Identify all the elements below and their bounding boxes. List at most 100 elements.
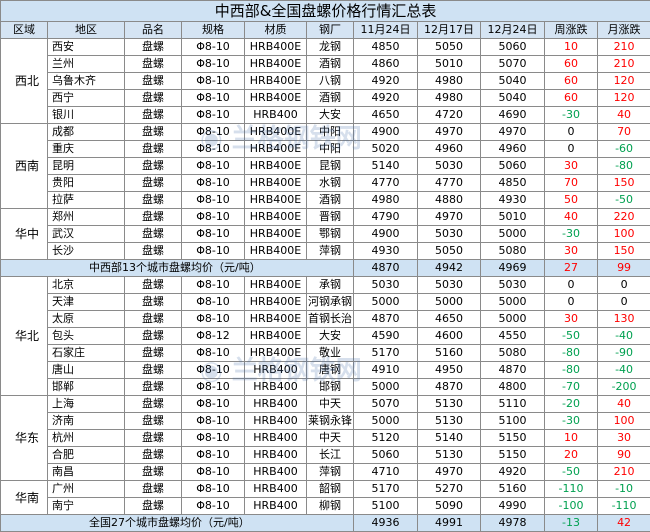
week-change-cell: 30 (545, 243, 598, 260)
grade-cell: HRB400E (245, 345, 307, 362)
week-change-cell: 10 (545, 39, 598, 56)
avg-price-nov24: 4870 (354, 260, 418, 277)
mill-cell: 中天 (307, 430, 354, 447)
product-cell: 盘螺 (125, 192, 182, 209)
month-change-cell: 220 (598, 209, 650, 226)
price-dec17-cell: 4970 (418, 124, 481, 141)
region-cell: 华中 (1, 209, 48, 260)
mill-cell: 河钢承钢 (307, 294, 354, 311)
mill-cell: 酒钢 (307, 90, 354, 107)
mill-cell: 中阳 (307, 124, 354, 141)
product-cell: 盘螺 (125, 124, 182, 141)
city-cell: 南昌 (48, 464, 125, 481)
price-dec17-cell: 4770 (418, 175, 481, 192)
price-dec17-cell: 5010 (418, 56, 481, 73)
city-cell: 邯郸 (48, 379, 125, 396)
column-header: 材质 (245, 22, 307, 39)
price-nov24-cell: 4590 (354, 328, 418, 345)
city-cell: 重庆 (48, 141, 125, 158)
week-change-cell: 40 (545, 209, 598, 226)
week-change-cell: 0 (545, 124, 598, 141)
spec-cell: Φ8-10 (182, 481, 245, 498)
grade-cell: HRB400E (245, 243, 307, 260)
month-change-cell: -10 (598, 481, 650, 498)
product-cell: 盘螺 (125, 209, 182, 226)
mill-cell: 莱钢永锋 (307, 413, 354, 430)
product-cell: 盘螺 (125, 430, 182, 447)
city-cell: 上海 (48, 396, 125, 413)
column-header: 区域 (1, 22, 48, 39)
week-change-cell: -30 (545, 413, 598, 430)
title-row: 中西部&全国盘螺价格行情汇总表 (1, 1, 650, 22)
product-cell: 盘螺 (125, 464, 182, 481)
price-dec17-cell: 4970 (418, 464, 481, 481)
price-nov24-cell: 4900 (354, 124, 418, 141)
city-cell: 武汉 (48, 226, 125, 243)
week-change-cell: 60 (545, 56, 598, 73)
region-cell: 华北 (1, 277, 48, 396)
product-cell: 盘螺 (125, 294, 182, 311)
price-dec24-cell: 5080 (481, 345, 545, 362)
grade-cell: HRB400E (245, 39, 307, 56)
spec-cell: Φ8-12 (182, 328, 245, 345)
price-dec24-cell: 4920 (481, 464, 545, 481)
grade-cell: HRB400E (245, 226, 307, 243)
price-dec17-cell: 4600 (418, 328, 481, 345)
price-dec24-cell: 5030 (481, 277, 545, 294)
price-nov24-cell: 5100 (354, 498, 418, 515)
month-change-cell: -50 (598, 192, 650, 209)
month-change-cell: -110 (598, 498, 650, 515)
product-cell: 盘螺 (125, 90, 182, 107)
week-change-cell: 30 (545, 311, 598, 328)
spec-cell: Φ8-10 (182, 413, 245, 430)
week-change-cell: 30 (545, 158, 598, 175)
price-nov24-cell: 5000 (354, 379, 418, 396)
mill-cell: 鄂钢 (307, 226, 354, 243)
region-cell: 西南 (1, 124, 48, 209)
month-change-cell: -40 (598, 328, 650, 345)
price-nov24-cell: 4790 (354, 209, 418, 226)
price-dec17-cell: 4980 (418, 73, 481, 90)
mill-cell: 萍钢 (307, 464, 354, 481)
column-header: 11月24日 (354, 22, 418, 39)
grade-cell: HRB400E (245, 311, 307, 328)
month-change-cell: -60 (598, 141, 650, 158)
avg-week-change: -13 (545, 515, 598, 532)
price-nov24-cell: 4930 (354, 243, 418, 260)
product-cell: 盘螺 (125, 396, 182, 413)
week-change-cell: -20 (545, 396, 598, 413)
column-header: 品名 (125, 22, 182, 39)
price-dec24-cell: 5060 (481, 39, 545, 56)
product-cell: 盘螺 (125, 175, 182, 192)
spec-cell: Φ8-10 (182, 90, 245, 107)
city-cell: 兰州 (48, 56, 125, 73)
week-change-cell: 60 (545, 73, 598, 90)
price-dec24-cell: 5100 (481, 413, 545, 430)
price-nov24-cell: 5060 (354, 447, 418, 464)
grade-cell: HRB400 (245, 447, 307, 464)
price-dec17-cell: 5000 (418, 294, 481, 311)
month-change-cell: 130 (598, 311, 650, 328)
month-change-cell: 0 (598, 294, 650, 311)
avg-week-change: 27 (545, 260, 598, 277)
price-dec24-cell: 5060 (481, 158, 545, 175)
product-cell: 盘螺 (125, 277, 182, 294)
spec-cell: Φ8-10 (182, 158, 245, 175)
price-dec24-cell: 4990 (481, 498, 545, 515)
month-change-cell: 30 (598, 430, 650, 447)
city-cell: 南宁 (48, 498, 125, 515)
month-change-cell: 70 (598, 124, 650, 141)
price-nov24-cell: 4850 (354, 39, 418, 56)
grade-cell: HRB400E (245, 294, 307, 311)
price-dec24-cell: 5000 (481, 311, 545, 328)
month-change-cell: -200 (598, 379, 650, 396)
price-nov24-cell: 4920 (354, 90, 418, 107)
